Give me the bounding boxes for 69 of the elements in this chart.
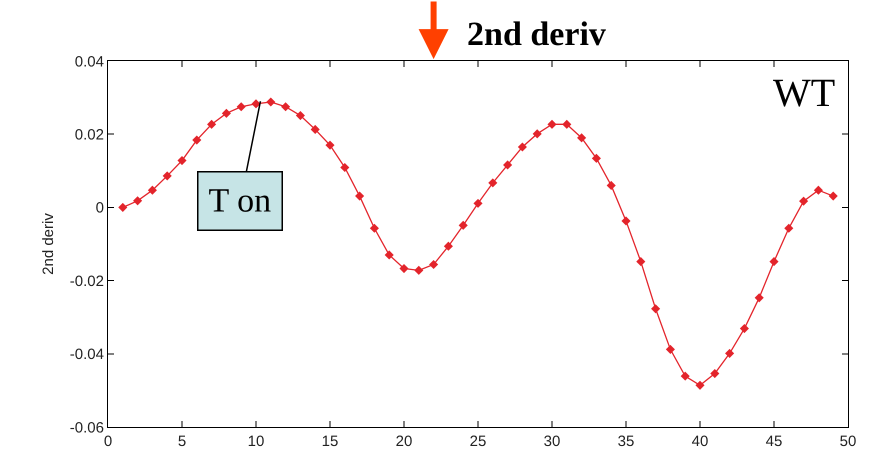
x-tick-label: 5 bbox=[178, 433, 186, 450]
point bbox=[606, 180, 616, 190]
point bbox=[429, 260, 438, 270]
point bbox=[162, 171, 172, 180]
point bbox=[725, 348, 734, 358]
point bbox=[799, 196, 808, 206]
point bbox=[251, 99, 261, 108]
x-tick-label: 45 bbox=[766, 433, 782, 450]
point bbox=[532, 129, 542, 138]
x-tick-label: 30 bbox=[544, 433, 560, 450]
point bbox=[754, 293, 764, 302]
point bbox=[636, 257, 646, 266]
point bbox=[444, 242, 453, 251]
point bbox=[340, 162, 350, 172]
point bbox=[547, 120, 557, 129]
point bbox=[266, 97, 276, 107]
point bbox=[148, 186, 157, 195]
point bbox=[814, 186, 823, 195]
x-tick-label: 50 bbox=[840, 433, 856, 450]
point bbox=[710, 369, 720, 378]
point bbox=[399, 264, 409, 274]
chart-title: 2nd deriv bbox=[467, 16, 606, 53]
y-tick-label: -0.02 bbox=[70, 272, 104, 290]
y-tick-label: -0.06 bbox=[70, 419, 104, 436]
point bbox=[414, 266, 424, 275]
point bbox=[281, 102, 290, 112]
point bbox=[370, 224, 379, 233]
point bbox=[133, 196, 142, 206]
point bbox=[503, 160, 512, 170]
point bbox=[577, 133, 586, 142]
point bbox=[518, 142, 527, 152]
point bbox=[458, 220, 468, 230]
point bbox=[592, 154, 601, 163]
y-tick-label: 0.02 bbox=[74, 126, 104, 144]
point bbox=[355, 192, 364, 201]
x-tick-label: 20 bbox=[396, 433, 412, 450]
point bbox=[695, 380, 705, 390]
point bbox=[740, 324, 749, 334]
point bbox=[384, 250, 394, 260]
point bbox=[651, 304, 660, 314]
point bbox=[621, 216, 631, 226]
x-tick-label: 25 bbox=[470, 433, 486, 450]
point bbox=[296, 110, 305, 120]
point bbox=[325, 140, 335, 150]
y-tick-label: -0.04 bbox=[70, 346, 104, 364]
point bbox=[207, 120, 216, 129]
y-axis-title: 2nd deriv bbox=[40, 212, 58, 275]
x-tick-label: 40 bbox=[692, 433, 708, 450]
point bbox=[828, 192, 838, 201]
point bbox=[236, 102, 246, 112]
annotation: T on bbox=[208, 182, 272, 220]
point bbox=[473, 198, 483, 208]
point bbox=[784, 224, 794, 233]
point bbox=[222, 108, 231, 118]
y-tick-label: 0.04 bbox=[74, 53, 104, 70]
point bbox=[177, 156, 187, 166]
point bbox=[680, 372, 690, 381]
point bbox=[769, 257, 779, 266]
point bbox=[666, 344, 675, 354]
x-tick-label: 15 bbox=[322, 433, 338, 450]
point bbox=[562, 120, 572, 129]
y-tick-label: 0 bbox=[96, 200, 104, 217]
point bbox=[192, 136, 202, 145]
annotation: WT bbox=[773, 70, 836, 115]
x-tick-label: 35 bbox=[618, 433, 634, 450]
x-tick-label: 10 bbox=[248, 433, 264, 450]
point bbox=[310, 124, 320, 134]
point bbox=[118, 202, 128, 212]
point bbox=[488, 178, 498, 188]
